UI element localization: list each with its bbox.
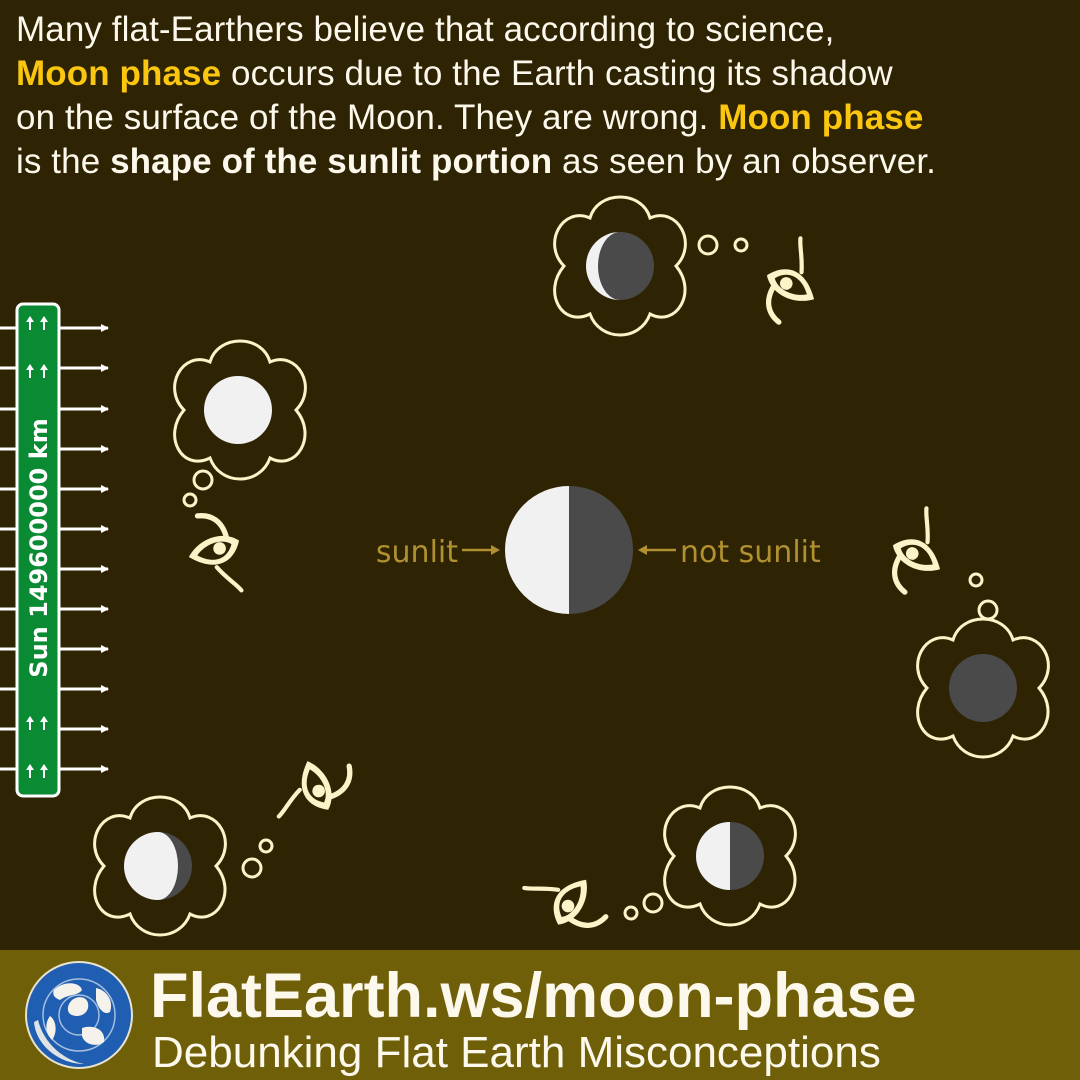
intro-line-4-end: as seen by an observer. xyxy=(552,142,936,181)
intro-text: Many flat-Earthers believe that accordin… xyxy=(16,8,1072,184)
intro-line-2: Moon phase occurs due to the Earth casti… xyxy=(16,52,1072,96)
not-sunlit-label: not sunlit xyxy=(680,535,821,570)
eye-icon xyxy=(879,502,958,601)
intro-line-1: Many flat-Earthers believe that accordin… xyxy=(16,10,835,49)
eye-icon xyxy=(753,232,832,331)
intro-line-3-text: on the surface of the Moon. They are wro… xyxy=(16,98,719,137)
sun-distance-sign: Sun 149600000 km xyxy=(15,302,61,798)
intro-line-4-start: is the xyxy=(16,142,111,181)
sunlit-label: sunlit xyxy=(376,535,458,570)
intro-bold-phrase: shape of the sunlit portion xyxy=(110,142,553,181)
thought-bubble-top xyxy=(553,195,749,337)
term-moon-phase: Moon phase xyxy=(16,54,222,93)
site-url[interactable]: FlatEarth.ws/moon-phase xyxy=(150,961,917,1031)
eye-icon xyxy=(262,744,363,833)
sun-distance-text: Sun 149600000 km xyxy=(25,418,53,677)
intro-line-3: on the surface of the Moon. They are wro… xyxy=(16,96,1072,140)
intro-line-4: is the shape of the sunlit portion as se… xyxy=(16,140,1072,184)
thought-bubble-bottom-right xyxy=(623,785,797,927)
term-moon-phase-2: Moon phase xyxy=(718,98,924,137)
moon-phase-diagram: Sun 149600000 km sunlit not sunlit xyxy=(0,195,1050,950)
intro-line-2-rest: occurs due to the Earth casting its shad… xyxy=(221,54,893,93)
thought-bubble-bottom-left xyxy=(93,795,274,937)
eye-icon xyxy=(516,858,616,942)
thought-bubble-right xyxy=(916,572,1050,759)
eye-icon xyxy=(175,504,259,604)
thought-bubble-left xyxy=(173,339,307,508)
arrow-up-icon xyxy=(26,316,48,778)
site-tagline: Debunking Flat Earth Misconceptions xyxy=(152,1028,881,1077)
globe-logo-icon xyxy=(25,961,133,1069)
central-moon xyxy=(505,486,633,614)
footer-banner: FlatEarth.ws/moon-phase Debunking Flat E… xyxy=(0,950,1080,1080)
